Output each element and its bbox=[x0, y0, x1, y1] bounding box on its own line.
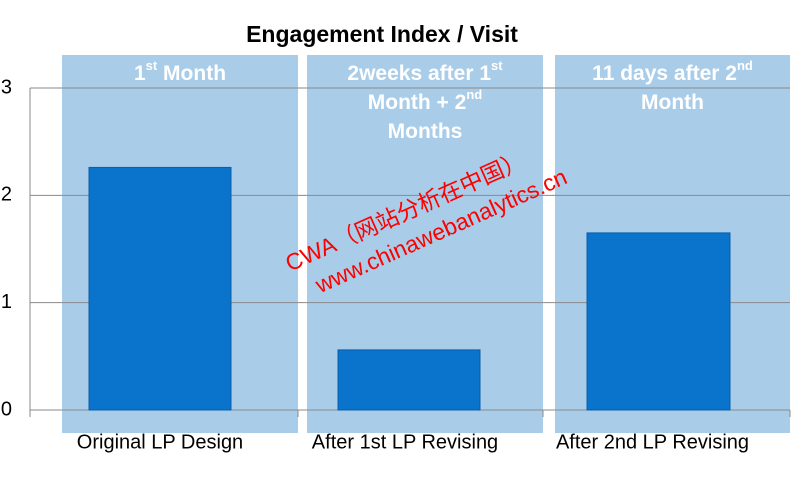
bar bbox=[586, 232, 731, 411]
x-tick-label: After 2nd LP Revising bbox=[556, 431, 749, 453]
label-text: 11 days after 2 bbox=[592, 62, 737, 85]
y-tick-label: 3 bbox=[1, 76, 12, 98]
x-tick-label: Original LP Design bbox=[77, 431, 243, 453]
panel-label: 1st Month bbox=[134, 58, 226, 85]
label-text: Month bbox=[641, 91, 704, 114]
y-tick-label: 2 bbox=[1, 184, 12, 206]
superscript: st bbox=[146, 58, 158, 73]
label-text: Months bbox=[388, 120, 463, 143]
y-tick-label: 0 bbox=[1, 398, 12, 420]
label-text: Month + 2 bbox=[368, 91, 467, 114]
label-text: 1 bbox=[134, 62, 146, 85]
panel-label: Month bbox=[641, 91, 704, 114]
label-text: Month bbox=[157, 62, 226, 85]
bar bbox=[337, 349, 481, 411]
superscript: nd bbox=[737, 58, 753, 73]
superscript: st bbox=[491, 58, 503, 73]
label-text: 2weeks after 1 bbox=[347, 62, 491, 85]
panel-label: Months bbox=[388, 120, 463, 143]
superscript: nd bbox=[466, 87, 482, 102]
y-tick-label: 1 bbox=[1, 291, 12, 313]
panel-label: Month + 2nd bbox=[368, 87, 483, 114]
bar bbox=[88, 166, 232, 411]
x-tick-label: After 1st LP Revising bbox=[312, 431, 498, 453]
panel-label: 11 days after 2nd bbox=[592, 58, 753, 85]
panel-label: 2weeks after 1st bbox=[347, 58, 503, 85]
chart-title: Engagement Index / Visit bbox=[246, 21, 518, 47]
